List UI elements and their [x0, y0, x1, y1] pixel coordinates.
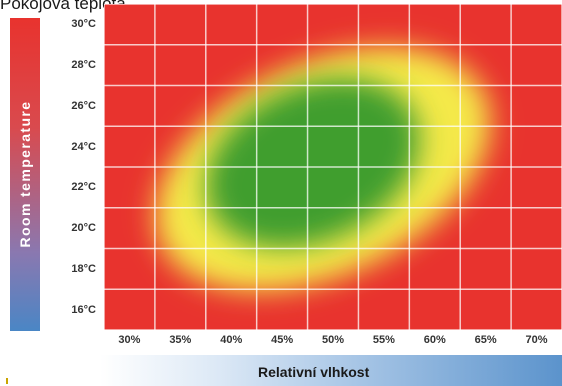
x-tick-label: 65%: [474, 334, 497, 346]
x-tick-label: 60%: [423, 334, 446, 346]
y-tick-label: 22°C: [71, 181, 96, 194]
x-axis-label: Relativní vlhkost: [258, 364, 370, 380]
x-tick-label: 35%: [169, 334, 192, 346]
y-tick-labels: 30°C 28°C 26°C 24°C 22°C 20°C 18°C 16°C: [48, 0, 102, 386]
decorative-mark: [6, 378, 8, 384]
x-tick-labels: 30% 35% 40% 45% 50% 55% 60% 65% 70%: [0, 334, 562, 350]
y-tick-label: 28°C: [71, 59, 96, 72]
zone-comfort: [206, 78, 420, 248]
y-tick-label: 24°C: [71, 140, 96, 153]
chart-title: Pokojová teplota: [0, 0, 126, 13]
x-tick-label: 50%: [321, 334, 345, 346]
y-tick-label: 16°C: [71, 303, 96, 316]
y-tick-label: 20°C: [71, 222, 96, 235]
y-tick-label: 26°C: [71, 99, 96, 112]
y-tick-label: 30°C: [71, 18, 96, 31]
x-tick-label: 30%: [118, 334, 141, 346]
x-tick-label: 55%: [372, 334, 395, 346]
x-axis-gradient-bar: [100, 355, 562, 386]
x-tick-label: 40%: [220, 334, 243, 346]
y-axis-gradient-bar: [10, 18, 40, 331]
y-tick-label: 18°C: [71, 262, 96, 275]
heatmap-area: [104, 4, 562, 330]
x-tick-label: 45%: [271, 334, 294, 346]
x-tick-label: 70%: [525, 334, 548, 346]
